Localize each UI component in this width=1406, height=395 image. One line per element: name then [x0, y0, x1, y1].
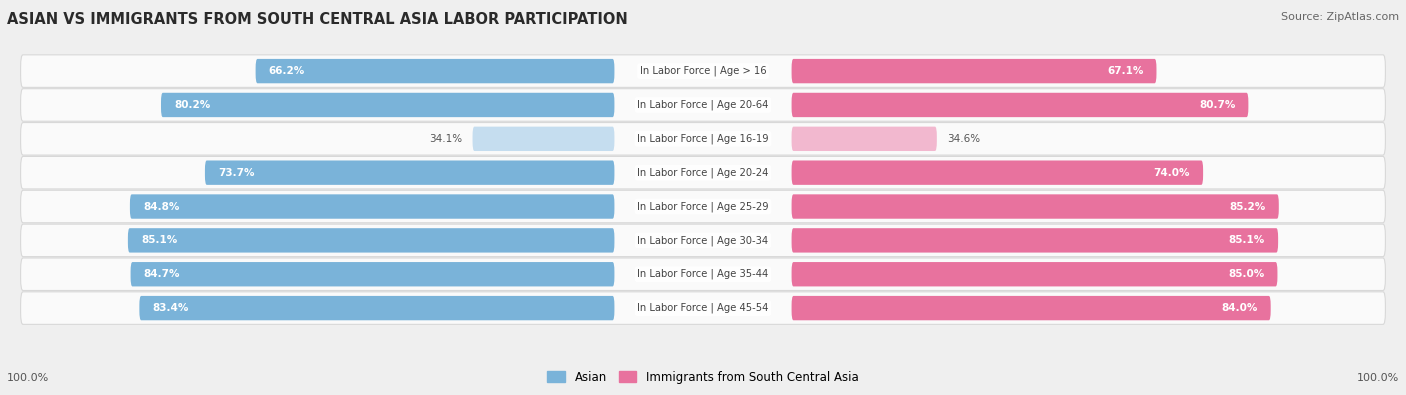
Text: In Labor Force | Age 16-19: In Labor Force | Age 16-19: [637, 134, 769, 144]
Text: 80.2%: 80.2%: [174, 100, 211, 110]
Text: In Labor Force | Age 30-34: In Labor Force | Age 30-34: [637, 235, 769, 246]
Text: 84.0%: 84.0%: [1222, 303, 1257, 313]
Text: 85.1%: 85.1%: [141, 235, 177, 245]
Text: 84.8%: 84.8%: [143, 201, 180, 212]
FancyBboxPatch shape: [792, 296, 1271, 320]
FancyBboxPatch shape: [792, 160, 1204, 185]
FancyBboxPatch shape: [792, 59, 1157, 83]
FancyBboxPatch shape: [792, 262, 1278, 286]
Text: 85.0%: 85.0%: [1227, 269, 1264, 279]
FancyBboxPatch shape: [21, 89, 1385, 121]
FancyBboxPatch shape: [21, 224, 1385, 257]
FancyBboxPatch shape: [162, 93, 614, 117]
Text: In Labor Force | Age 35-44: In Labor Force | Age 35-44: [637, 269, 769, 280]
Text: 73.7%: 73.7%: [218, 167, 254, 178]
Text: In Labor Force | Age 25-29: In Labor Force | Age 25-29: [637, 201, 769, 212]
FancyBboxPatch shape: [21, 292, 1385, 324]
FancyBboxPatch shape: [792, 194, 1279, 219]
FancyBboxPatch shape: [792, 93, 1249, 117]
FancyBboxPatch shape: [256, 59, 614, 83]
Text: 34.6%: 34.6%: [946, 134, 980, 144]
Text: 85.1%: 85.1%: [1229, 235, 1265, 245]
FancyBboxPatch shape: [129, 194, 614, 219]
Text: 80.7%: 80.7%: [1199, 100, 1236, 110]
FancyBboxPatch shape: [128, 228, 614, 252]
Text: In Labor Force | Age 20-24: In Labor Force | Age 20-24: [637, 167, 769, 178]
Text: 66.2%: 66.2%: [269, 66, 305, 76]
Text: 100.0%: 100.0%: [1357, 373, 1399, 383]
Text: ASIAN VS IMMIGRANTS FROM SOUTH CENTRAL ASIA LABOR PARTICIPATION: ASIAN VS IMMIGRANTS FROM SOUTH CENTRAL A…: [7, 12, 628, 27]
FancyBboxPatch shape: [21, 122, 1385, 155]
FancyBboxPatch shape: [21, 258, 1385, 290]
FancyBboxPatch shape: [21, 55, 1385, 87]
Text: 100.0%: 100.0%: [7, 373, 49, 383]
Text: 84.7%: 84.7%: [143, 269, 180, 279]
Text: In Labor Force | Age 20-64: In Labor Force | Age 20-64: [637, 100, 769, 110]
FancyBboxPatch shape: [139, 296, 614, 320]
FancyBboxPatch shape: [205, 160, 614, 185]
FancyBboxPatch shape: [792, 127, 936, 151]
Text: 85.2%: 85.2%: [1229, 201, 1265, 212]
Text: 83.4%: 83.4%: [152, 303, 188, 313]
Legend: Asian, Immigrants from South Central Asia: Asian, Immigrants from South Central Asi…: [543, 366, 863, 388]
Text: Source: ZipAtlas.com: Source: ZipAtlas.com: [1281, 12, 1399, 22]
Text: In Labor Force | Age 45-54: In Labor Force | Age 45-54: [637, 303, 769, 313]
FancyBboxPatch shape: [21, 156, 1385, 189]
Text: 74.0%: 74.0%: [1153, 167, 1189, 178]
Text: 34.1%: 34.1%: [430, 134, 463, 144]
FancyBboxPatch shape: [21, 190, 1385, 223]
Text: 67.1%: 67.1%: [1107, 66, 1143, 76]
FancyBboxPatch shape: [792, 228, 1278, 252]
Text: In Labor Force | Age > 16: In Labor Force | Age > 16: [640, 66, 766, 76]
FancyBboxPatch shape: [472, 127, 614, 151]
FancyBboxPatch shape: [131, 262, 614, 286]
